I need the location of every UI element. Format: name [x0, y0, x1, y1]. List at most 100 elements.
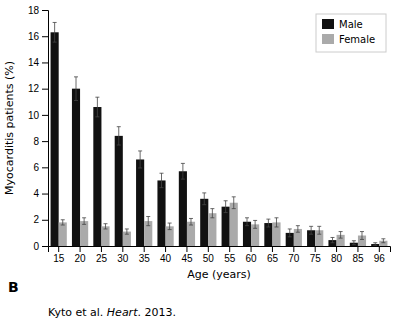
y-tick-label: 4 — [33, 188, 39, 199]
bar — [59, 222, 67, 246]
x-tick-mark — [165, 246, 166, 252]
x-tick-label: 85 — [352, 253, 364, 264]
x-tick-label: 50 — [203, 253, 215, 264]
x-tick: 20 — [75, 246, 87, 264]
error-bar — [168, 223, 172, 230]
error-bars — [53, 22, 378, 245]
footnote-part: Heart — [107, 306, 138, 319]
error-bar — [373, 243, 377, 246]
x-tick: 80 — [331, 246, 343, 264]
x-axis-line — [49, 247, 391, 253]
error-bar — [74, 77, 78, 101]
x-tick: 70 — [288, 246, 300, 264]
y-tick-label: 8 — [33, 136, 39, 147]
x-tick-label: 80 — [331, 253, 343, 264]
error-bar — [95, 97, 99, 117]
x-tick-mark — [251, 246, 252, 252]
error-bar — [288, 229, 292, 237]
y-tick-label: 12 — [28, 83, 40, 94]
x-tick-mark — [379, 246, 380, 252]
panel-label: B — [8, 279, 19, 295]
legend-swatch — [322, 19, 334, 29]
x-tick-mark — [315, 246, 316, 252]
y-tick: 12 — [28, 83, 48, 94]
x-tick-mark — [336, 246, 337, 252]
y-axis-line — [42, 11, 49, 247]
x-tick: 96 — [374, 246, 386, 264]
error-bar — [232, 197, 236, 209]
error-bar — [125, 229, 129, 234]
error-bar — [296, 226, 300, 233]
y-tick: 10 — [28, 110, 48, 121]
x-tick-label: 25 — [96, 253, 108, 264]
y-tick-label: 14 — [28, 57, 40, 68]
x-tick-mark — [293, 246, 294, 252]
legend-swatch — [322, 34, 334, 44]
x-axis-title: Age (years) — [187, 268, 251, 281]
y-tick: 18 — [28, 5, 48, 16]
x-tick-mark — [272, 246, 273, 252]
x-axis: 15202530354045505560657075808596 — [49, 246, 391, 264]
error-bar — [138, 151, 142, 168]
legend-label: Female — [339, 34, 375, 45]
x-tick-label: 20 — [75, 253, 87, 264]
error-bar — [317, 226, 321, 234]
legend-item: Female — [322, 34, 375, 45]
x-tick-mark — [122, 246, 123, 252]
x-tick-label: 60 — [246, 253, 258, 264]
x-tick-label: 65 — [267, 253, 279, 264]
legend-frame — [316, 14, 386, 52]
error-bars — [61, 197, 386, 243]
x-tick-label: 55 — [224, 253, 236, 264]
error-bar — [360, 232, 364, 240]
bar — [115, 136, 123, 246]
y-tick-mark — [42, 10, 48, 11]
x-tick: 65 — [267, 246, 279, 264]
x-tick-mark — [144, 246, 145, 252]
marks — [51, 22, 388, 246]
y-tick-mark — [42, 246, 48, 247]
y-tick-mark — [42, 36, 48, 37]
x-tick-label: 70 — [288, 253, 300, 264]
legend-label: Male — [339, 19, 363, 30]
error-bar — [331, 237, 335, 242]
bar — [80, 221, 88, 246]
legend: Male Female — [316, 14, 386, 52]
error-bar — [117, 127, 121, 145]
y-tick: 16 — [28, 31, 48, 42]
x-tick-label: 30 — [117, 253, 129, 264]
error-bar — [245, 218, 249, 226]
y-tick: 2 — [33, 214, 48, 225]
bar — [136, 159, 144, 246]
x-tick: 75 — [310, 246, 322, 264]
footnote-part: . 2013. — [137, 306, 175, 319]
footnote-part: Kyto et al. — [48, 306, 107, 319]
y-tick: 8 — [33, 136, 48, 147]
x-tick-mark — [186, 246, 187, 252]
chart: 1520253035404550556065707580859602468101… — [0, 0, 400, 326]
x-tick: 35 — [139, 246, 151, 264]
error-bar — [202, 193, 206, 205]
x-tick-mark — [101, 246, 102, 252]
legend-item: Male — [322, 19, 363, 30]
y-axis: 024681012141618 — [28, 5, 49, 252]
y-tick-mark — [42, 220, 48, 221]
x-tick-mark — [208, 246, 209, 252]
error-bar — [224, 201, 228, 213]
y-tick-mark — [42, 115, 48, 116]
x-tick-mark — [229, 246, 230, 252]
x-tick: 50 — [203, 246, 215, 264]
error-bar — [181, 163, 185, 179]
bar — [179, 171, 187, 246]
y-tick-mark — [42, 89, 48, 90]
y-tick-mark — [42, 194, 48, 195]
x-tick-label: 35 — [139, 253, 151, 264]
error-bar — [160, 173, 164, 187]
error-bar — [61, 220, 65, 225]
error-bar — [146, 217, 150, 226]
x-tick-mark — [80, 246, 81, 252]
error-bar — [210, 209, 214, 218]
y-tick-mark — [42, 62, 48, 63]
error-bar — [309, 226, 313, 234]
bar — [72, 89, 80, 246]
